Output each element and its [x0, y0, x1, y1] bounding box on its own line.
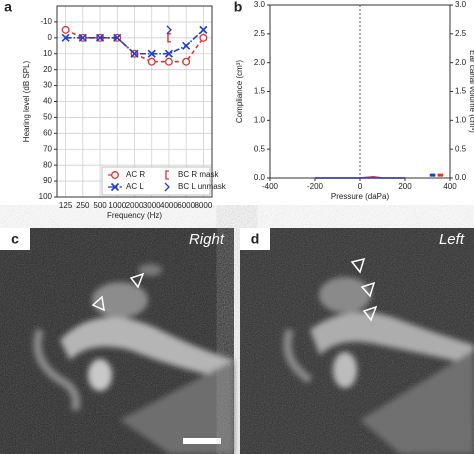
- y-tick-label: 10: [43, 49, 52, 58]
- marker: [95, 33, 105, 42]
- x-tick-label: 125: [59, 201, 73, 210]
- marker: [110, 182, 120, 192]
- legend-label: BC R mask: [178, 170, 219, 179]
- y-tick-label: 90: [43, 176, 52, 185]
- y-tick-label: 20: [43, 65, 52, 74]
- marker: [147, 57, 156, 66]
- legend-label: AC R: [126, 170, 145, 179]
- x-tick-label: -200: [307, 182, 324, 191]
- y-tick-label: 1.0: [254, 115, 266, 124]
- y-tick-label: 100: [39, 192, 53, 201]
- panel-label: b: [234, 0, 243, 15]
- x-axis-label: Frequency (Hz): [107, 211, 162, 220]
- y-tick-label: -10: [40, 17, 52, 26]
- y-tick-label: 60: [43, 128, 52, 137]
- image-label: Right: [189, 231, 225, 248]
- marker: [199, 33, 208, 42]
- x-tick-label: 1000: [108, 201, 126, 210]
- marker: [147, 49, 156, 58]
- marker: [182, 41, 191, 50]
- x-axis-label: Pressure (daPa): [331, 192, 390, 201]
- marker: [113, 33, 122, 42]
- marker: [61, 25, 70, 34]
- y2-tick-label: 1.0: [455, 115, 467, 124]
- marker: [164, 182, 170, 192]
- panel-label: c: [11, 231, 19, 247]
- panel-label: a: [4, 0, 12, 15]
- x-tick-label: 3000: [143, 201, 161, 210]
- mri-left: d Left: [240, 228, 474, 454]
- x-tick-label: 0: [358, 182, 363, 191]
- y-tick-label: 0.0: [254, 173, 266, 182]
- y2-tick-label: 1.5: [455, 87, 467, 96]
- y2-tick-label: 0.5: [455, 144, 467, 153]
- x-tick-label: 8000: [194, 201, 212, 210]
- y-tick-label: 3.0: [254, 0, 266, 9]
- image-label: Left: [439, 231, 465, 248]
- mri-right: c Right: [0, 228, 234, 454]
- y2-axis-label: Ear canal volume (cm³): [468, 50, 474, 133]
- marker: [166, 25, 172, 35]
- y2-tick-label: 2.5: [455, 29, 467, 38]
- marker: [111, 171, 119, 179]
- y-tick-label: 2.0: [254, 58, 266, 67]
- y-tick-label: 80: [43, 160, 52, 169]
- marker: [78, 33, 87, 42]
- y-tick-label: 1.5: [254, 87, 266, 96]
- marker: [167, 33, 171, 43]
- marker: [164, 57, 173, 66]
- x-tick-label: 4000: [160, 201, 178, 210]
- y-tick-label: 0: [48, 33, 53, 42]
- y2-tick-label: 2.0: [455, 58, 467, 67]
- y-tick-label: 0.5: [254, 144, 266, 153]
- plot-frame: [56, 5, 213, 198]
- y-axis-label: Hearing level (dB SPL): [22, 60, 31, 142]
- legend-label: BC L unmask: [178, 182, 227, 191]
- marker: [164, 49, 174, 58]
- series-line: [65, 29, 205, 63]
- legend-label: AC L: [126, 182, 144, 191]
- y-tick-label: 30: [43, 81, 52, 90]
- marker: [61, 33, 70, 42]
- panel-label: d: [251, 231, 260, 247]
- y2-tick-label: 3.0: [455, 0, 467, 9]
- y-tick-label: 70: [43, 144, 52, 153]
- marker: [182, 57, 191, 66]
- legend-box: [101, 166, 211, 196]
- x-tick-label: -400: [262, 182, 279, 191]
- y-axis-label: Compliance (cm³): [235, 60, 244, 123]
- y-tick-label: 2.5: [254, 29, 266, 38]
- y2-tick-label: 0.0: [455, 173, 467, 182]
- x-tick-label: 2000: [126, 201, 144, 210]
- x-tick-label: 500: [93, 201, 107, 210]
- y-tick-label: 50: [43, 113, 52, 122]
- marker: [199, 25, 208, 34]
- x-tick-label: 6000: [177, 201, 195, 210]
- marker: [165, 170, 169, 180]
- marker: [130, 49, 139, 58]
- x-tick-label: 250: [76, 201, 90, 210]
- y-tick-label: 40: [43, 97, 52, 106]
- x-tick-label: 400: [443, 182, 457, 191]
- x-tick-label: 200: [398, 182, 412, 191]
